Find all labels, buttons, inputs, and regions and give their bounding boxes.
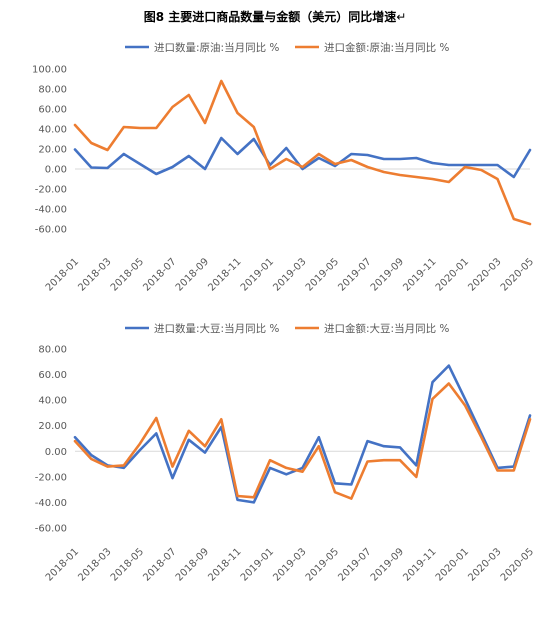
series-line-0 bbox=[73, 364, 532, 504]
series-line-1 bbox=[73, 79, 532, 226]
x-tick-label: 2018-03 bbox=[76, 256, 113, 293]
y-tick-label: -20.00 bbox=[35, 472, 67, 483]
y-tick-label: -40.00 bbox=[35, 498, 67, 509]
y-tick-label: 0.00 bbox=[45, 447, 67, 458]
x-tick-label: 2019-11 bbox=[401, 256, 438, 293]
x-tick-label: 2019-07 bbox=[336, 546, 373, 583]
y-tick-label: 80.00 bbox=[38, 345, 67, 356]
y-tick-label: 20.00 bbox=[38, 145, 67, 156]
figure-title-text: 图8 主要进口商品数量与金额（美元）同比增速 bbox=[143, 10, 397, 24]
chart-crude-oil: 进口数量:原油:当月同比 % 进口金额:原油:当月同比 % 100.00 80.00 6… bbox=[32, 41, 536, 294]
legend-label-0: 进口数量:原油:当月同比 % bbox=[154, 41, 279, 54]
x-tick-label: 2018-09 bbox=[174, 256, 211, 293]
x-tick-label: 2018-07 bbox=[141, 256, 178, 293]
x-tick-label: 2018-09 bbox=[174, 546, 211, 583]
legend: 进口数量:大豆:当月同比 % 进口金额:大豆:当月同比 % bbox=[125, 322, 449, 335]
y-tick-label: 60.00 bbox=[38, 105, 67, 116]
x-tick-label: 2019-05 bbox=[304, 546, 341, 583]
x-tick-label: 2020-03 bbox=[466, 256, 503, 293]
y-tick-label: -40.00 bbox=[35, 205, 67, 216]
chart-soybean: 进口数量:大豆:当月同比 % 进口金额:大豆:当月同比 % 80.00 60.00 40… bbox=[35, 322, 536, 584]
y-tick-label: 20.00 bbox=[38, 421, 67, 432]
y-tick-label: 80.00 bbox=[38, 85, 67, 96]
x-tick-label: 2019-03 bbox=[271, 256, 308, 293]
y-tick-label: 60.00 bbox=[38, 370, 67, 381]
y-tick-label: -60.00 bbox=[35, 524, 67, 535]
y-tick-label: 40.00 bbox=[38, 125, 67, 136]
x-tick-label: 2019-07 bbox=[336, 256, 373, 293]
x-tick-label: 2019-03 bbox=[271, 546, 308, 583]
legend-label-1: 进口金额:大豆:当月同比 % bbox=[324, 322, 449, 335]
y-tick-label: 0.00 bbox=[45, 165, 67, 176]
figure-title: 图8 主要进口商品数量与金额（美元）同比增速↵ bbox=[0, 8, 550, 25]
y-tick-label: -20.00 bbox=[35, 185, 67, 196]
x-tick-label: 2018-05 bbox=[109, 546, 146, 583]
series-line-0 bbox=[73, 136, 532, 179]
x-tick-label: 2020-03 bbox=[466, 546, 503, 583]
legend: 进口数量:原油:当月同比 % 进口金额:原油:当月同比 % bbox=[125, 41, 449, 54]
x-tick-label: 2019-11 bbox=[401, 546, 438, 583]
x-tick-label: 2019-05 bbox=[304, 256, 341, 293]
y-tick-label: -60.00 bbox=[35, 225, 67, 236]
y-tick-label: 40.00 bbox=[38, 396, 67, 407]
x-tick-label: 2020-05 bbox=[499, 256, 536, 293]
legend-label-1: 进口金额:原油:当月同比 % bbox=[324, 41, 449, 54]
x-tick-label: 2018-01 bbox=[44, 546, 81, 583]
x-tick-label: 2018-11 bbox=[206, 546, 243, 583]
x-tick-label: 2019-09 bbox=[369, 546, 406, 583]
x-tick-label: 2020-01 bbox=[434, 256, 471, 293]
x-tick-label: 2019-01 bbox=[239, 256, 276, 293]
x-tick-label: 2020-01 bbox=[434, 546, 471, 583]
x-tick-label: 2019-09 bbox=[369, 256, 406, 293]
legend-label-0: 进口数量:大豆:当月同比 % bbox=[154, 322, 279, 335]
x-tick-label: 2018-07 bbox=[141, 546, 178, 583]
x-tick-label: 2018-11 bbox=[206, 256, 243, 293]
y-tick-label: 100.00 bbox=[32, 65, 67, 76]
x-tick-label: 2018-05 bbox=[109, 256, 146, 293]
series-line-1 bbox=[73, 382, 532, 500]
x-tick-label: 2018-03 bbox=[76, 546, 113, 583]
x-tick-label: 2019-01 bbox=[239, 546, 276, 583]
x-tick-label: 2020-05 bbox=[499, 546, 536, 583]
x-tick-label: 2018-01 bbox=[44, 256, 81, 293]
paragraph-mark: ↵ bbox=[396, 10, 407, 24]
